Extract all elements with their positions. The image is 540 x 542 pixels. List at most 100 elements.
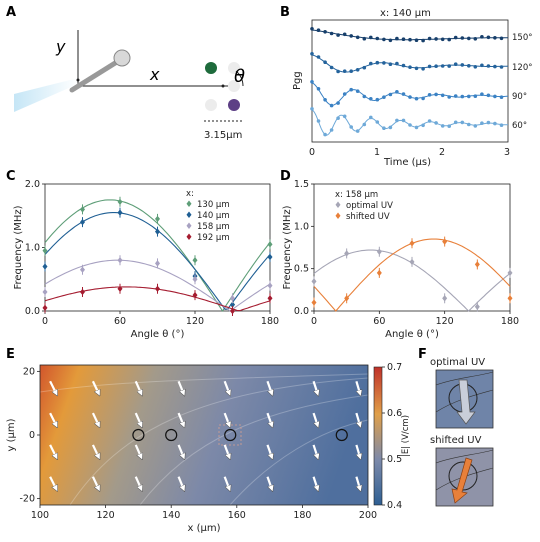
- oscillation-point: [349, 87, 354, 92]
- oscillation-point: [355, 68, 360, 72]
- field-arrow: [91, 444, 99, 457]
- shifted-uv-label: shifted UV: [430, 435, 482, 446]
- atom-pair-circle: [335, 428, 348, 442]
- oscillation-point: [355, 129, 360, 133]
- oscillation-point: [323, 30, 327, 34]
- colorbar-tick-label: 0.4: [387, 500, 402, 511]
- atom-pair-circle: [224, 428, 237, 442]
- oscillation-fit: [311, 54, 509, 73]
- atom-pair-circle: [132, 428, 145, 442]
- colorbar-tick-label: 0.5: [387, 454, 402, 465]
- oscillation-point: [427, 64, 432, 69]
- oscillation-point: [388, 62, 393, 66]
- oscillation-point: [493, 94, 497, 99]
- fit-curve: [313, 238, 511, 312]
- atom-ghost: [205, 99, 217, 111]
- oscillation-point: [342, 69, 347, 73]
- oscillation-point: [408, 65, 412, 69]
- atom-green: [205, 62, 217, 74]
- data-point: [507, 269, 513, 277]
- panel-b-ylabel: Pgg: [292, 71, 303, 90]
- field-arrow: [312, 476, 318, 489]
- oscillation-point: [460, 120, 465, 125]
- oscillation-point: [362, 65, 367, 70]
- panel-letter-c: C: [6, 169, 16, 184]
- oscillation-point: [316, 119, 321, 123]
- field-arrow: [177, 444, 184, 457]
- panel-b-plot: x: 140 μm Pgg Time (μs) 0 1 2 3 150° 120…: [292, 8, 532, 168]
- oscillation-point: [355, 89, 360, 93]
- panel-a-schematic: y x θ 3.15μm: [14, 30, 245, 141]
- atom-ghost: [228, 62, 240, 74]
- oscillation-point: [342, 114, 347, 119]
- field-arrow: [355, 412, 360, 425]
- oscillation-point: [369, 35, 373, 40]
- data-point: [267, 241, 273, 248]
- oscillation-point: [401, 118, 406, 123]
- chart-d-frame: [313, 183, 511, 312]
- panel-f: optimal UV shifted UV: [430, 357, 494, 507]
- oscillation-point: [473, 124, 478, 128]
- y-tick-label: 20: [23, 366, 35, 377]
- y-tick-label: 1.0: [25, 243, 40, 254]
- x-tick-label: 100: [31, 510, 49, 521]
- oscillation-point: [310, 107, 314, 111]
- theta-label: θ: [234, 66, 245, 87]
- field-contour: [435, 371, 494, 386]
- data-point: [311, 299, 317, 306]
- oscillation-point: [460, 36, 465, 40]
- field-contour: [39, 373, 369, 393]
- panel-letter-f: F: [418, 347, 427, 362]
- field-arrow: [134, 476, 141, 489]
- field-contour: [435, 449, 494, 464]
- oscillation-point: [336, 101, 340, 105]
- oscillation-point: [382, 126, 386, 130]
- data-point: [409, 240, 415, 247]
- probe-needle: [69, 57, 123, 93]
- oscillation-point: [342, 32, 347, 37]
- field-arrow: [91, 380, 99, 393]
- oscillation-point: [434, 121, 438, 125]
- oscillation-point: [401, 63, 406, 68]
- oscillation-point: [382, 95, 386, 99]
- oscillation-point: [480, 63, 484, 68]
- y-tick-label: -20: [19, 494, 35, 505]
- legend-entry: 140 μm: [197, 211, 230, 221]
- chart-d: 0 60 120 180 0.0 0.5 1.0 1.5 Angle θ (°) Frequenc…: [282, 179, 519, 340]
- legend-entry: 130 μm: [197, 200, 230, 210]
- x-tick-label: 200: [359, 510, 377, 521]
- legend-marker: [186, 233, 192, 240]
- field-arrow: [91, 476, 99, 489]
- oscillation-point: [408, 95, 412, 99]
- field-arrow: [134, 444, 141, 457]
- legend-title: x: 158 μm: [335, 190, 378, 200]
- field-arrow: [266, 476, 271, 489]
- oscillation-point: [316, 87, 321, 91]
- oscillation-point: [434, 92, 438, 97]
- panel-letter-a: A: [6, 5, 16, 20]
- oscillation-point: [329, 65, 334, 70]
- panel-b-angle-label: 150°: [512, 33, 532, 43]
- oscillation-point: [480, 35, 484, 39]
- y-axis-label: y (μm): [6, 418, 17, 451]
- oscillation-point: [408, 37, 412, 42]
- oscillation-point: [388, 125, 393, 130]
- oscillation-point: [421, 67, 425, 71]
- oscillation-point: [460, 94, 465, 99]
- y-tick-label: 0.0: [25, 306, 40, 317]
- oscillation-point: [369, 115, 373, 120]
- panel-b-xlabel: Time (μs): [383, 157, 431, 168]
- field-arrow: [312, 444, 318, 457]
- oscillation-point: [375, 36, 380, 41]
- y-axis-label: Frequency (MHz): [13, 205, 24, 289]
- oscillation-point: [440, 37, 445, 42]
- panel-letter-e: E: [6, 347, 15, 362]
- origin-dot: [76, 78, 80, 82]
- y-axis-label: y: [55, 37, 66, 56]
- data-point: [80, 218, 85, 226]
- x-tick-label: 60: [373, 316, 385, 327]
- data-point: [344, 295, 350, 302]
- oscillation-point: [362, 122, 367, 127]
- y-axis-label: Frequency (MHz): [282, 205, 293, 289]
